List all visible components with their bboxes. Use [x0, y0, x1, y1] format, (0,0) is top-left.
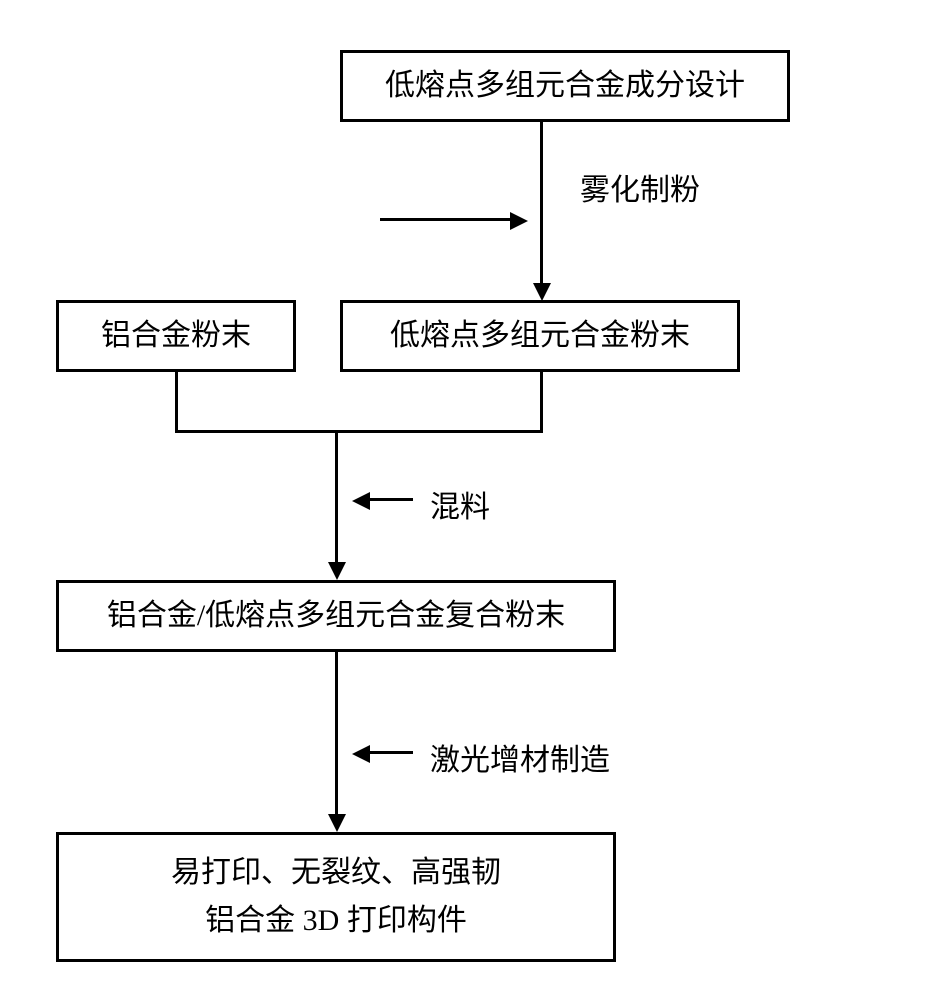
box-alloy-powder-text: 低熔点多组元合金粉末: [390, 312, 690, 360]
box-composite-powder: 铝合金/低熔点多组元合金复合粉末: [56, 580, 616, 652]
label-mixing: 混料: [430, 482, 490, 526]
label-laser-additive: 激光增材制造: [430, 735, 610, 779]
arrowhead-label1: [510, 212, 528, 230]
arrowhead-1-to-3: [533, 283, 551, 301]
arrow-1-to-3: [540, 122, 543, 287]
label-atomization: 雾化制粉: [580, 165, 700, 209]
box-alloy-powder: 低熔点多组元合金粉末: [340, 300, 740, 372]
arrow-box2-down: [175, 372, 178, 432]
box-aluminum-powder-text: 铝合金粉末: [101, 312, 251, 360]
arrow-merge-h: [175, 430, 543, 433]
arrow-label3: [368, 751, 413, 754]
arrow-box3-down: [540, 372, 543, 432]
box-alloy-design-text: 低熔点多组元合金成分设计: [385, 62, 745, 110]
arrowhead-label2: [352, 492, 370, 510]
flowchart-container: 低熔点多组元合金成分设计 雾化制粉 铝合金粉末 低熔点多组元合金粉末 混料 铝合…: [0, 0, 925, 1000]
arrow-4-to-5: [335, 652, 338, 817]
arrow-label2: [368, 498, 413, 501]
arrow-label1: [380, 218, 515, 221]
box-aluminum-powder: 铝合金粉末: [56, 300, 296, 372]
box-composite-powder-text: 铝合金/低熔点多组元合金复合粉末: [107, 592, 565, 640]
arrow-merge-v: [335, 430, 338, 565]
box-final-product-text: 易打印、无裂纹、高强韧铝合金 3D 打印构件: [171, 849, 501, 945]
box-alloy-design: 低熔点多组元合金成分设计: [340, 50, 790, 122]
arrowhead-merge: [328, 562, 346, 580]
arrowhead-label3: [352, 745, 370, 763]
box-final-product: 易打印、无裂纹、高强韧铝合金 3D 打印构件: [56, 832, 616, 962]
arrowhead-4-to-5: [328, 814, 346, 832]
